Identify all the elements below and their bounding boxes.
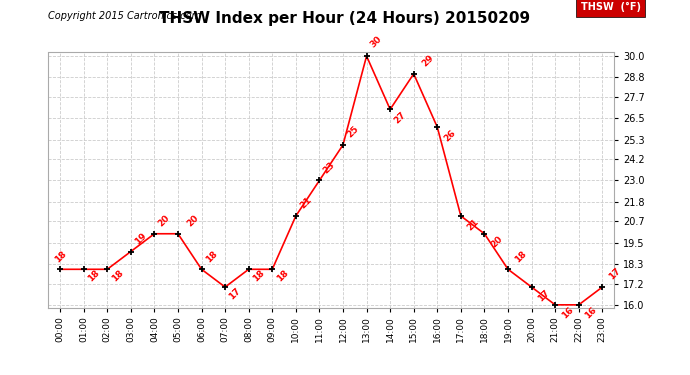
Text: 25: 25	[345, 124, 361, 140]
Text: Copyright 2015 Cartronics.com: Copyright 2015 Cartronics.com	[48, 11, 201, 21]
Text: 20: 20	[157, 213, 172, 228]
Text: 20: 20	[185, 213, 200, 228]
Text: 18: 18	[204, 249, 219, 264]
Text: 16: 16	[584, 306, 599, 321]
Text: 17: 17	[607, 267, 622, 282]
Text: 18: 18	[110, 268, 125, 284]
Text: 19: 19	[133, 231, 148, 246]
Text: 21: 21	[298, 195, 313, 211]
Text: 18: 18	[251, 268, 266, 284]
Text: 18: 18	[53, 249, 68, 264]
Text: 20: 20	[489, 235, 504, 250]
Text: 18: 18	[275, 268, 290, 284]
Text: THSW  (°F): THSW (°F)	[581, 2, 640, 12]
Text: 18: 18	[513, 249, 528, 264]
Text: 17: 17	[536, 288, 551, 303]
Text: 29: 29	[421, 53, 436, 69]
Text: 26: 26	[442, 128, 457, 143]
Text: 30: 30	[369, 34, 384, 49]
Text: 27: 27	[393, 110, 408, 125]
Text: 21: 21	[466, 217, 481, 232]
Text: 23: 23	[322, 160, 337, 175]
Text: THSW Index per Hour (24 Hours) 20150209: THSW Index per Hour (24 Hours) 20150209	[159, 11, 531, 26]
Text: 17: 17	[228, 286, 243, 301]
Text: 16: 16	[560, 306, 575, 321]
Text: 18: 18	[86, 268, 101, 284]
